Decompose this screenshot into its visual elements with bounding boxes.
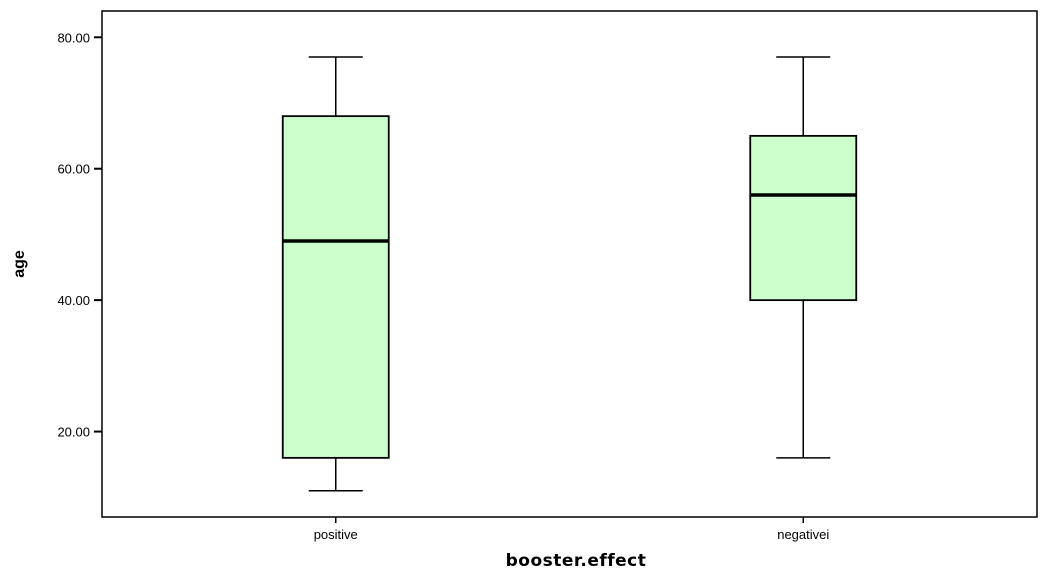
x-tick-label: positive xyxy=(314,527,358,542)
box-series xyxy=(281,56,858,492)
x-axis: positive negativei xyxy=(314,517,829,542)
y-tick-label: 80.00 xyxy=(57,30,90,45)
x-tick-label: negativei xyxy=(777,527,829,542)
x-axis-title: booster.effect xyxy=(506,551,647,571)
iqr-box xyxy=(749,134,858,302)
box-negativei xyxy=(749,56,858,459)
plot-frame xyxy=(101,10,1038,518)
y-axis: 20.00 40.00 60.00 80.00 xyxy=(57,30,102,440)
y-tick-label: 20.00 xyxy=(57,425,90,440)
box-positive xyxy=(281,56,390,492)
y-tick-label: 40.00 xyxy=(57,293,90,308)
iqr-box xyxy=(281,115,390,459)
y-tick-label: 60.00 xyxy=(57,162,90,177)
y-axis-title: age xyxy=(11,250,28,278)
